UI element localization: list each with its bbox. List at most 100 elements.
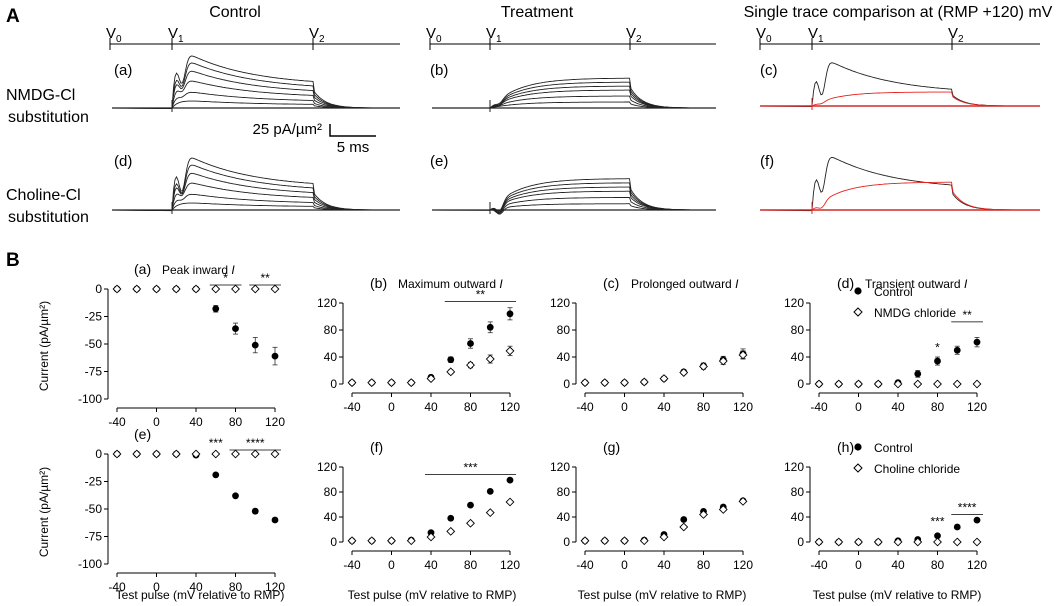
point-treatment: [893, 379, 903, 389]
current-trace: [431, 203, 715, 215]
x-tick-label: 0: [855, 400, 862, 414]
x-tick-label: -40: [343, 558, 361, 572]
point-treatment: [854, 537, 863, 547]
point-treatment: [347, 378, 357, 388]
point-treatment: [699, 362, 708, 371]
point-treatment: [406, 536, 416, 546]
voltage-label: V1: [168, 25, 184, 45]
y-tick-label: 80: [791, 323, 805, 337]
point-treatment: [270, 449, 280, 459]
x-tick-label: 0: [388, 558, 395, 572]
point-treatment: [426, 532, 436, 542]
x-tick-label: -40: [576, 400, 594, 414]
x-tick-label: 40: [891, 400, 905, 414]
point-treatment: [406, 378, 416, 388]
point-treatment: [250, 284, 260, 294]
scale-bar-x-label: 5 ms: [337, 139, 370, 156]
x-tick-label: 120: [265, 415, 285, 429]
chart-letter: (h): [837, 439, 854, 455]
point-treatment: [132, 284, 142, 294]
point-treatment: [738, 496, 748, 506]
y-tick-label: -50: [85, 337, 103, 351]
col-title-treatment: Treatment: [501, 4, 574, 21]
y-tick-label: -75: [85, 365, 103, 379]
point-treatment: [639, 536, 649, 546]
x-tick-label: 80: [229, 580, 243, 594]
point-treatment: [132, 449, 142, 459]
point-treatment: [718, 356, 728, 366]
current-trace: [759, 181, 1040, 211]
y-tick-label: -25: [85, 475, 103, 489]
x-axis-label-h: Test pulse (mV relative to RMP): [813, 588, 982, 602]
chart-letter: (f): [370, 439, 383, 455]
point-control: [914, 370, 922, 378]
point-control: [973, 338, 981, 346]
point-treatment: [466, 518, 475, 528]
point-treatment: [873, 537, 883, 547]
point-control: [934, 532, 941, 540]
x-tick-label: -40: [810, 558, 828, 572]
current-trace: [431, 178, 715, 212]
point-treatment: [152, 284, 161, 294]
point-control: [467, 340, 474, 347]
panel-letter-c: (c): [760, 62, 778, 79]
point-control: [680, 516, 688, 523]
point-treatment: [580, 378, 590, 388]
y-tick-label: 0: [330, 377, 337, 391]
point-treatment: [933, 537, 942, 547]
row-label-choline-1: Choline-Cl: [6, 187, 81, 204]
legend-label-control: Control: [874, 285, 913, 299]
x-tick-label: 40: [424, 400, 438, 414]
x-tick-label: 40: [189, 415, 203, 429]
point-control: [506, 476, 514, 484]
point-treatment: [387, 536, 396, 546]
x-tick-label: 80: [464, 400, 478, 414]
point-treatment: [250, 449, 260, 459]
point-control: [251, 341, 259, 349]
x-tick-label: -40: [576, 558, 594, 572]
y-tick-label: -75: [85, 530, 103, 544]
point-treatment: [446, 526, 456, 536]
significance-label: ***: [930, 514, 944, 528]
point-treatment: [231, 284, 240, 294]
x-tick-label: 0: [621, 558, 628, 572]
chart-letter: (d): [837, 275, 854, 291]
point-treatment: [112, 284, 122, 294]
y-tick-label: 40: [557, 350, 571, 364]
current-trace: [111, 55, 400, 109]
legend-marker-nmdg: [853, 307, 863, 317]
current-trace: [759, 62, 1040, 108]
point-control: [973, 516, 981, 524]
scale-bar-y-label: 25 pA/µm²: [253, 121, 323, 138]
current-traces: [111, 55, 1040, 215]
voltage-label: V2: [626, 25, 642, 45]
voltage-label: V2: [948, 25, 964, 45]
legend-marker-control: [854, 287, 862, 295]
point-treatment: [679, 368, 689, 377]
point-control: [953, 346, 961, 354]
y-tick-label: 120: [317, 296, 337, 310]
x-tick-label: -40: [343, 400, 361, 414]
significance-label: ***: [463, 461, 477, 475]
x-tick-label: 0: [153, 415, 160, 429]
x-tick-label: 0: [388, 400, 395, 414]
point-treatment: [112, 449, 122, 459]
panel-letter-b: (b): [430, 62, 448, 79]
y-tick-label: 40: [557, 510, 571, 524]
point-treatment: [854, 379, 863, 389]
x-tick-label: 80: [464, 558, 478, 572]
legend-label-choline: Choline chloride: [874, 462, 960, 476]
chart-f: 0 40 80 120 -40 0 40 80 120 (f) ***: [317, 439, 520, 572]
legend-label-nmdg: NMDG chloride: [874, 306, 956, 320]
current-trace: [431, 197, 715, 214]
point-treatment: [191, 449, 201, 459]
x-tick-label: -40: [108, 580, 126, 594]
panel-letter-d: (d): [114, 153, 132, 170]
chart-letter: (b): [370, 275, 387, 291]
point-treatment: [485, 508, 495, 518]
current-trace: [112, 202, 400, 211]
y-tick-label: 40: [791, 510, 805, 524]
point-treatment: [913, 537, 923, 547]
current-trace: [111, 91, 400, 109]
x-tick-label: 40: [657, 400, 671, 414]
